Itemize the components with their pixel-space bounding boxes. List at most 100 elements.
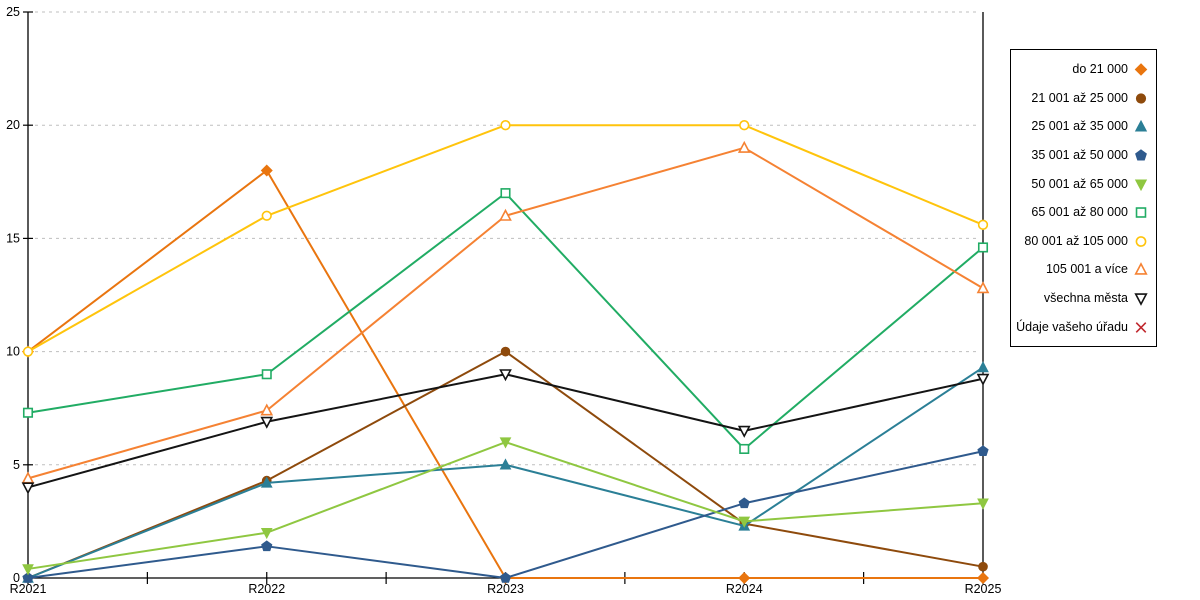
series-50-001-az-65-000: [22, 437, 989, 576]
marker-pentagon: [499, 572, 512, 583]
y-tick-label: 20: [6, 118, 20, 132]
marker-square: [22, 407, 34, 418]
marker-diamond: [976, 571, 990, 585]
legend: do 21 000 21 001 až 25 000 25 001 až 35 00…: [1010, 49, 1157, 347]
marker-circle: [1135, 93, 1147, 104]
marker-triangle-up: [499, 458, 512, 470]
marker-triangle-down: [1134, 293, 1148, 306]
legend-item-35-001-az-50-000: 35 001 až 50 000: [1015, 147, 1149, 163]
marker-circle: [739, 120, 750, 131]
legend-label: 21 001 až 25 000: [1031, 90, 1128, 105]
marker-circle: [500, 120, 511, 131]
marker-circle: [500, 346, 511, 357]
marker-pentagon: [261, 540, 273, 552]
legend-label: 65 001 až 80 000: [1031, 205, 1128, 220]
legend-label: 80 001 až 105 000: [1024, 233, 1128, 248]
marker-square: [261, 369, 272, 380]
marker-triangle-down: [22, 564, 34, 576]
legend-item-udaje-vaseho-uradu: Údaje vašeho úřadu: [1015, 319, 1149, 335]
legend-item-21-001-az-25-000: 21 001 až 25 000: [1015, 90, 1149, 106]
legend-label: Údaje vašeho úřadu: [1016, 319, 1128, 334]
marker-circle: [22, 346, 34, 357]
marker-triangle-up: [260, 476, 273, 488]
legend-marker-icon: [1134, 262, 1148, 276]
legend-label: 25 001 až 35 000: [1031, 119, 1128, 134]
marker-triangle-down: [976, 373, 990, 386]
marker-pentagon: [977, 445, 989, 457]
series-vsechna-mesta: [21, 369, 990, 495]
marker-pentagon: [738, 497, 750, 509]
y-gridlines: [28, 11, 976, 466]
legend-item-80-001-az-105-000: 80 001 až 105 000: [1015, 233, 1149, 249]
marker-pentagon: [22, 572, 34, 583]
marker-triangle-down: [499, 437, 512, 449]
legend-label: všechna města: [1043, 291, 1128, 306]
x-tick-label: R2023: [487, 582, 524, 596]
marker-triangle-down: [499, 369, 512, 382]
marker-square: [500, 188, 511, 199]
marker-triangle-down: [738, 516, 751, 528]
series-65-001-az-80-000: [22, 188, 989, 454]
legend-item-65-001-az-80-000: 65 001 až 80 000: [1015, 204, 1149, 220]
marker-square: [977, 242, 989, 253]
series-80-001-az-105-000: [22, 120, 989, 357]
legend-marker-icon: [1135, 321, 1147, 333]
marker-triangle-up: [1134, 120, 1148, 132]
marker-square: [739, 443, 750, 454]
axes: [27, 12, 984, 579]
marker-triangle-up: [260, 403, 274, 416]
y-tick-labels: 0 5 10 15 20 25: [6, 5, 33, 585]
marker-circle: [1135, 235, 1147, 247]
marker-triangle-down: [21, 482, 35, 495]
legend-label: 35 001 až 50 000: [1031, 148, 1128, 163]
series-35-001-az-50-000: [22, 445, 989, 583]
y-tick-label: 15: [6, 231, 20, 245]
legend-marker-icon: [1134, 120, 1148, 132]
marker-triangle-down: [260, 527, 273, 540]
legend-item-25-001-az-35-000: 25 001 až 35 000: [1015, 118, 1149, 134]
marker-diamond: [260, 164, 273, 177]
y-tick-label: 5: [13, 458, 20, 472]
x-tick-label: R2021: [10, 582, 47, 596]
series-line: [27, 373, 984, 489]
legend-marker-icon: [1135, 93, 1147, 104]
legend-marker-icon: [1135, 149, 1147, 161]
y-tick-label: 0: [13, 571, 20, 585]
legend-marker-icon: [1135, 235, 1147, 247]
marker-triangle-down: [977, 498, 989, 510]
marker-triangle-down: [1134, 179, 1148, 191]
marker-triangle-down: [260, 416, 274, 429]
marker-triangle-up: [499, 208, 512, 221]
legend-item-vsechna-mesta: všechna města: [1015, 290, 1149, 306]
legend-item-do-21-000: do 21 000: [1015, 61, 1149, 77]
marker-diamond: [738, 571, 751, 585]
legend-label: 50 001 až 65 000: [1031, 176, 1128, 191]
marker-circle: [978, 561, 988, 572]
marker-triangle-up: [737, 140, 751, 153]
marker-circle: [261, 210, 272, 221]
x-tick-label: R2022: [248, 582, 285, 596]
marker-triangle-up: [1134, 262, 1148, 276]
legend-item-50-001-az-65-000: 50 001 až 65 000: [1015, 176, 1149, 192]
marker-square: [1135, 207, 1147, 219]
x-tick-label: R2024: [726, 582, 763, 596]
y-tick-label: 25: [6, 5, 20, 19]
marker-circle: [977, 219, 989, 230]
legend-marker-icon: [1134, 63, 1148, 77]
marker-triangle-up: [976, 281, 990, 294]
marker-triangle-down: [737, 425, 751, 438]
legend-label: do 21 000: [1072, 62, 1128, 77]
y-tick-label: 10: [6, 345, 20, 359]
legend-marker-icon: [1134, 179, 1148, 191]
legend-label: 105 001 a více: [1045, 262, 1128, 277]
marker-x: [1135, 321, 1147, 333]
marker-triangle-up: [977, 361, 989, 373]
legend-item-105-001-a-vice: 105 001 a více: [1015, 261, 1149, 277]
legend-marker-icon: [1134, 293, 1148, 306]
legend-marker-icon: [1135, 207, 1147, 219]
x-tick-label: R2025: [965, 582, 1002, 596]
marker-diamond: [1134, 63, 1148, 77]
marker-pentagon: [1135, 149, 1147, 161]
